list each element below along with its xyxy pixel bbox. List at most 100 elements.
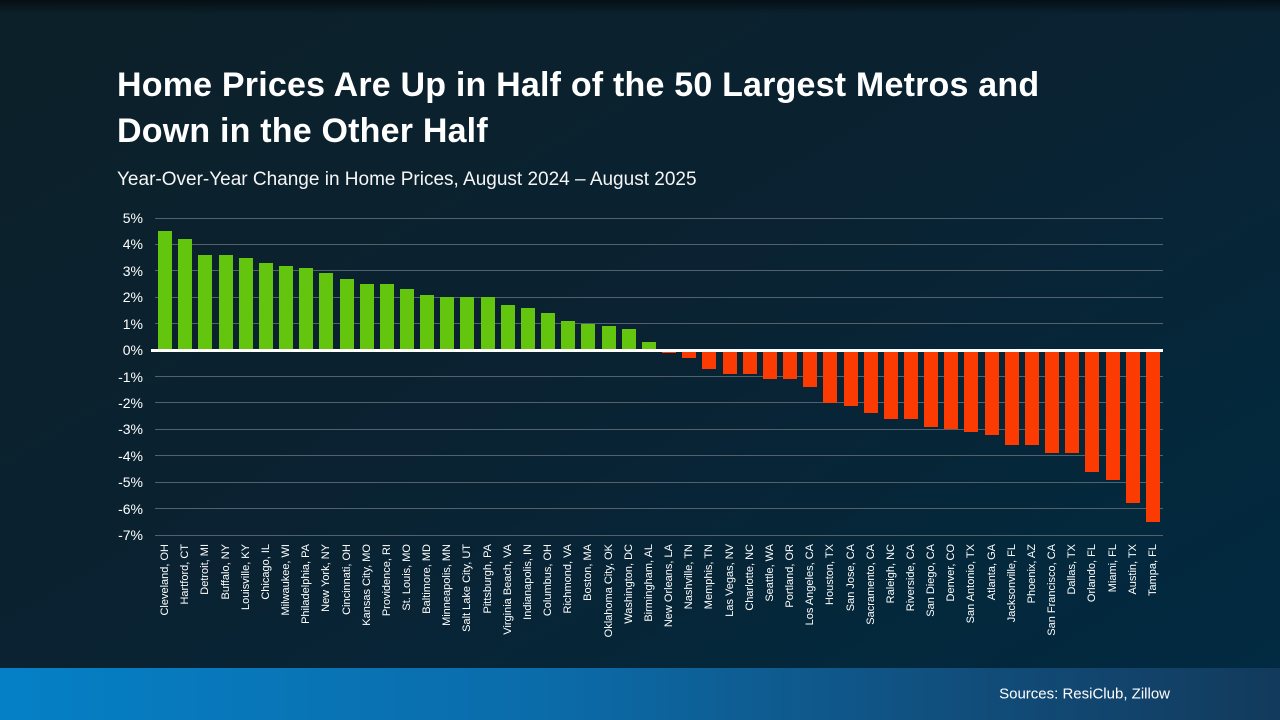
- bar-pittsburgh-pa: [480, 297, 495, 351]
- bar-minneapolis-mn: [440, 297, 455, 351]
- footer-bar: Sources: ResiClub, Zillow: [0, 668, 1280, 720]
- x-tick-label: Kansas City, MO: [360, 544, 373, 626]
- bar-columbus-oh: [541, 313, 556, 351]
- bar-denver-co: [944, 350, 959, 430]
- x-tick-label: Richmond, VA: [562, 544, 575, 614]
- gridline: [155, 455, 1163, 457]
- x-tick-label: New York, NY: [320, 544, 333, 612]
- bar-memphis-tn: [702, 350, 717, 369]
- bar-houston-tx: [823, 350, 838, 403]
- x-tick-label: Washington, DC: [622, 544, 635, 624]
- x-tick-label: Pittsburgh, PA: [481, 544, 494, 614]
- bar-providence-ri: [379, 284, 394, 351]
- bar-las-vegas-nv: [722, 350, 737, 374]
- y-axis-labels: 5% 4% 3% 2% 1% 0% -1% -2% -3% -4% -5% -6% -7%: [0, 210, 143, 543]
- gridline: [155, 481, 1163, 483]
- x-tick-label: Cleveland, OH: [159, 544, 172, 616]
- bar-sacramento-ca: [863, 350, 878, 414]
- bar-portland-or: [783, 350, 798, 380]
- y-tick-label: 0%: [122, 342, 143, 359]
- plot-area: [151, 217, 1163, 536]
- x-tick-label: Dallas, TX: [1066, 544, 1079, 595]
- x-tick-label: Miami, FL: [1106, 544, 1119, 593]
- x-tick-label: Portland, OR: [784, 544, 797, 608]
- x-tick-label: San Diego, CA: [925, 544, 938, 617]
- bar-louisville-ky: [238, 257, 253, 351]
- y-tick-label: -7%: [118, 527, 143, 543]
- bar-washington-dc: [621, 328, 636, 351]
- bar-atlanta-ga: [984, 350, 999, 435]
- x-tick-label: Oklahoma City, OK: [602, 544, 615, 638]
- bar-richmond-va: [561, 321, 576, 351]
- y-tick-label: 1%: [122, 315, 143, 332]
- bar-san-diego-ca: [924, 350, 939, 427]
- bar-seattle-wa: [762, 350, 777, 380]
- x-tick-label: Columbus, OH: [542, 544, 555, 617]
- chart-title: Home Prices Are Up in Half of the 50 Lar…: [117, 66, 1040, 151]
- x-tick-label: Chicago, IL: [259, 544, 272, 600]
- bar-milwaukee-wi: [279, 265, 294, 351]
- x-tick-label: Denver, CO: [945, 544, 958, 602]
- x-tick-label: Houston, TX: [824, 544, 837, 605]
- x-tick-label: Seattle, WA: [763, 544, 776, 602]
- bar-san-francisco-ca: [1045, 350, 1060, 454]
- x-tick-label: Austin, TX: [1126, 544, 1139, 595]
- bar-cincinnati-oh: [339, 278, 354, 351]
- bar-san-jose-ca: [843, 350, 858, 406]
- x-tick-label: Las Vegas, NV: [723, 544, 736, 617]
- bar-buffalo-ny: [218, 254, 233, 351]
- x-tick-label: Birmingham, AL: [642, 544, 655, 622]
- x-tick-label: Jacksonville, FL: [1005, 544, 1018, 623]
- x-tick-label: St. Louis, MO: [401, 544, 413, 611]
- gridline: [155, 217, 1163, 219]
- x-tick-label: Charlotte, NC: [743, 544, 756, 611]
- bar-st-louis-mo: [400, 289, 414, 351]
- x-tick-label: Hartford, CT: [179, 544, 192, 605]
- x-tick-label: Philadelphia, PA: [300, 544, 313, 624]
- x-tick-label: San Antonio, TX: [965, 544, 978, 624]
- bar-jacksonville-fl: [1004, 350, 1019, 446]
- bar-birmingham-al: [641, 342, 656, 351]
- x-tick-label: Los Angeles, CA: [804, 544, 817, 626]
- bar-baltimore-md: [420, 294, 435, 351]
- gridline: [155, 508, 1163, 510]
- gridline: [155, 402, 1163, 404]
- y-tick-label: -1%: [118, 368, 143, 385]
- x-tick-label: Orlando, FL: [1086, 544, 1099, 603]
- bar-charlotte-nc: [742, 350, 757, 374]
- gridline: [155, 270, 1163, 272]
- bar-orlando-fl: [1085, 350, 1100, 472]
- bar-philadelphia-pa: [299, 268, 314, 351]
- bar-new-york-ny: [319, 273, 334, 351]
- x-tick-label: Buffalo, NY: [219, 544, 232, 600]
- bar-kansas-city-mo: [359, 284, 374, 351]
- chart-subtitle: Year-Over-Year Change in Home Prices, Au…: [117, 169, 697, 190]
- y-tick-label: -5%: [118, 474, 143, 491]
- bar-los-angeles-ca: [803, 350, 818, 388]
- y-tick-label: 5%: [122, 210, 143, 226]
- bar-miami-fl: [1105, 350, 1120, 480]
- bar-tampa-fl: [1145, 350, 1160, 522]
- y-tick-label: 2%: [122, 289, 143, 306]
- x-tick-label: Tampa, FL: [1146, 544, 1159, 596]
- x-tick-label: Louisville, KY: [239, 544, 252, 611]
- x-tick-label: New Orleans, LA: [663, 544, 676, 628]
- y-tick-label: -3%: [118, 421, 143, 438]
- bar-oklahoma-city-ok: [601, 326, 616, 351]
- bar-dallas-tx: [1065, 350, 1080, 454]
- x-tick-label: San Jose, CA: [844, 544, 857, 612]
- bar-indianapolis-in: [520, 307, 535, 351]
- gridline: [155, 428, 1163, 430]
- bar-detroit-mi: [198, 254, 213, 351]
- x-tick-label: Cincinnati, OH: [340, 544, 353, 615]
- x-tick-label: Providence, RI: [380, 544, 393, 617]
- x-tick-label: Virginia Beach, VA: [501, 544, 514, 635]
- x-tick-label: Nashville, TN: [683, 544, 696, 610]
- x-tick-label: Phoenix, AZ: [1025, 544, 1038, 604]
- gridline: [155, 296, 1163, 298]
- gridline: [155, 534, 1163, 536]
- bar-san-antonio-tx: [964, 350, 979, 432]
- bar-riverside-ca: [904, 350, 918, 419]
- bar-raleigh-nc: [883, 350, 898, 419]
